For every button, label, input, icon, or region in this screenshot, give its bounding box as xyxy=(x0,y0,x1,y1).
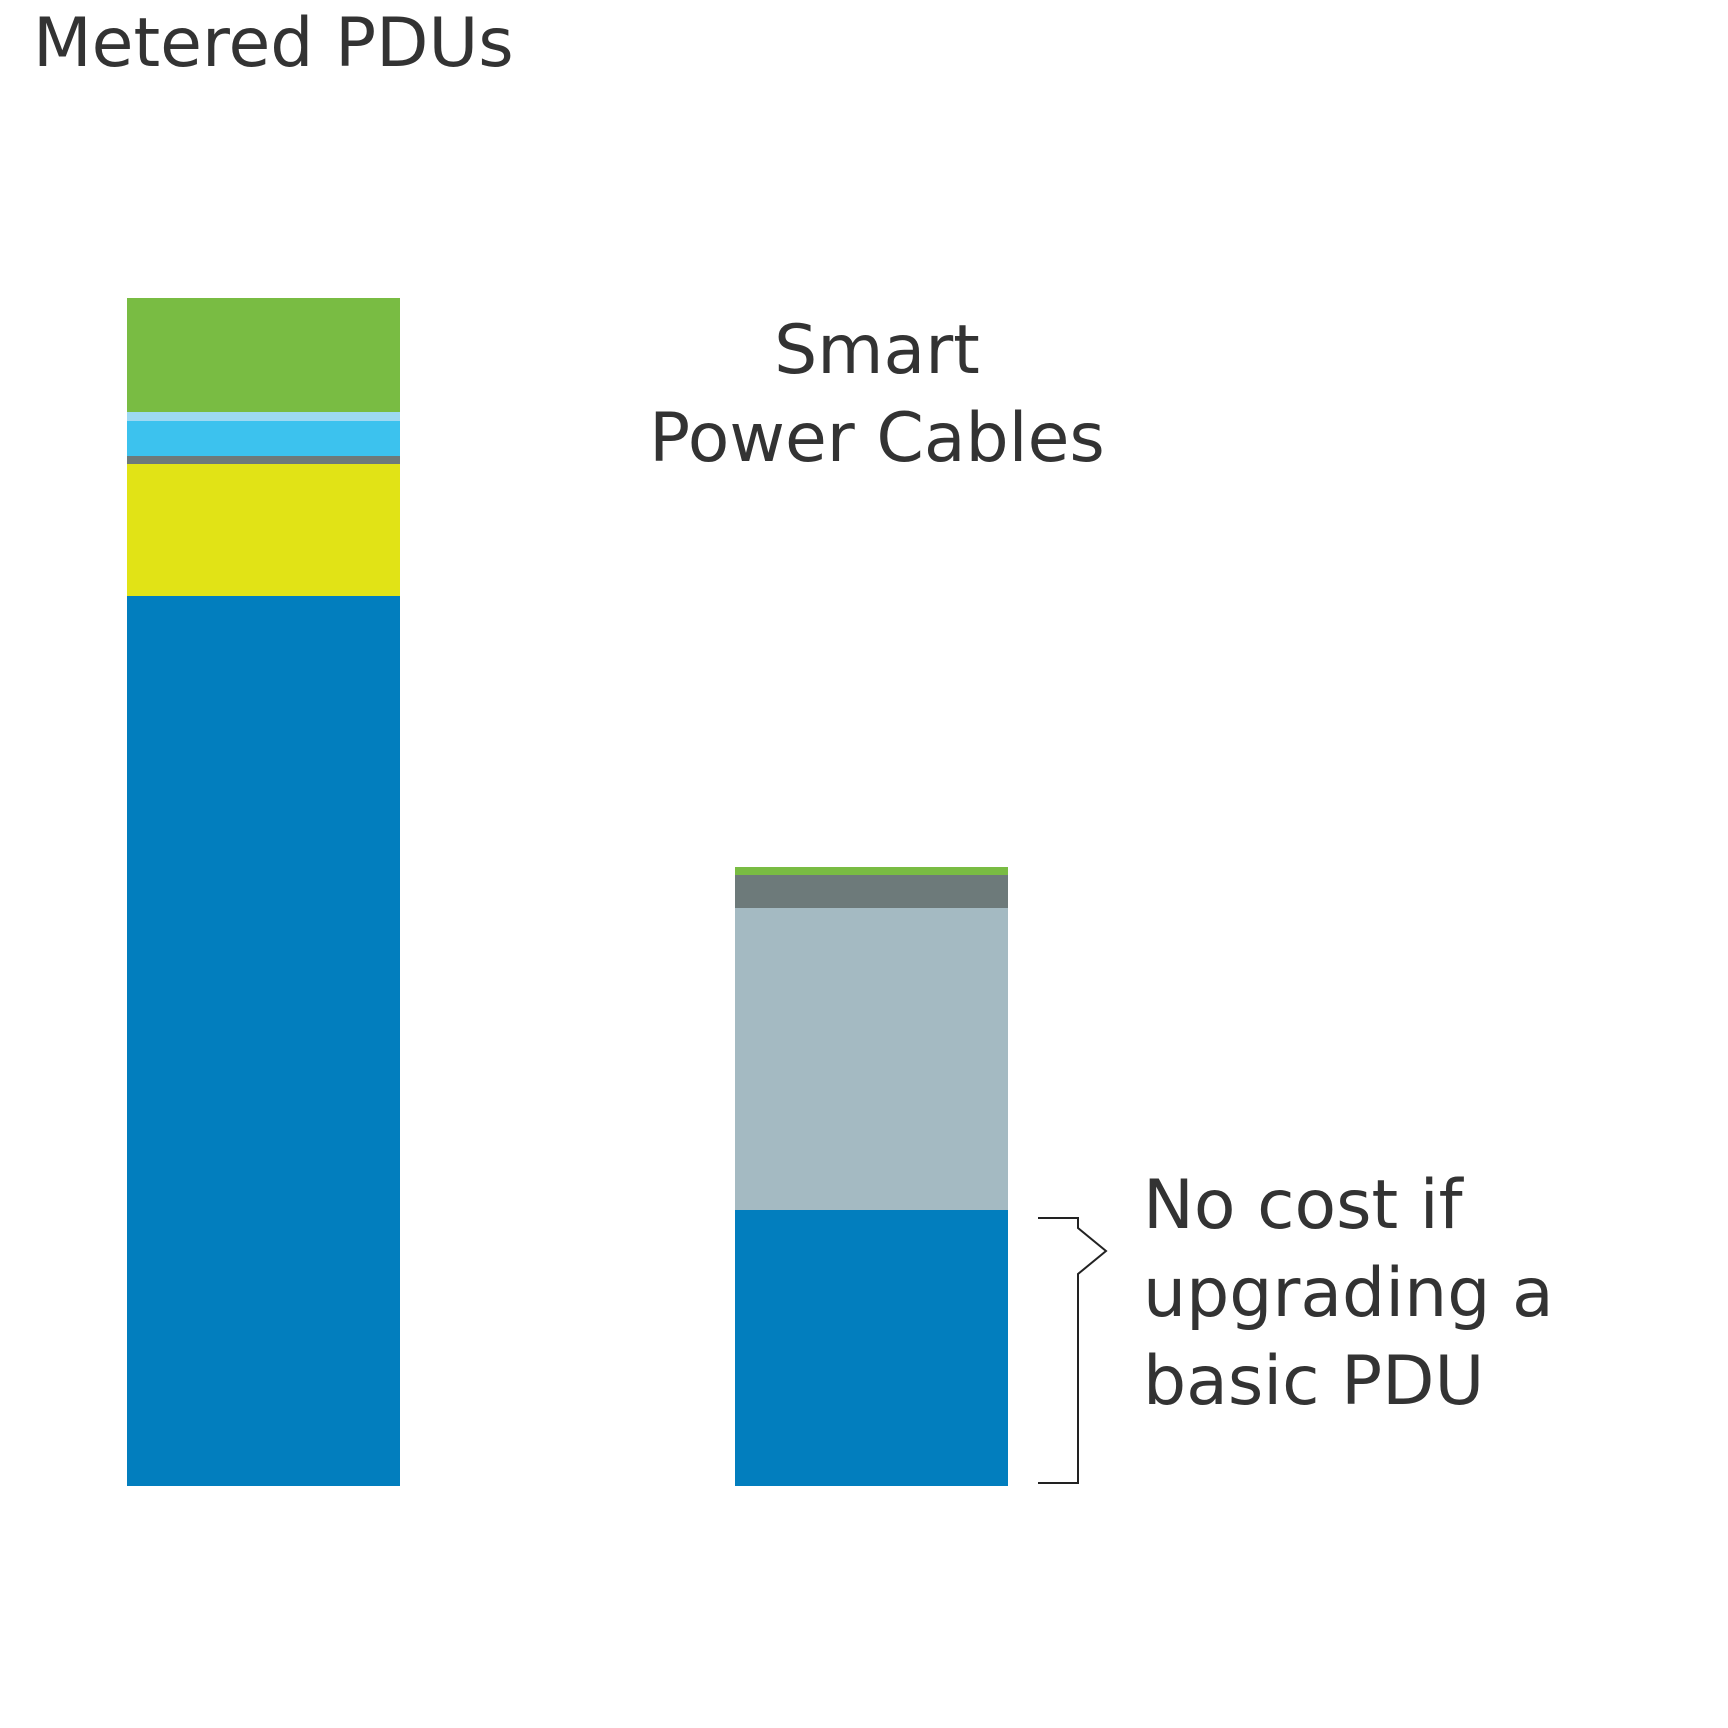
annotation-brace xyxy=(1038,1217,1108,1484)
category-label-metered-pdus: Metered PDUs xyxy=(33,4,514,83)
bar-stack-2 xyxy=(735,867,1008,1486)
bar-segment-2-4 xyxy=(735,867,1008,875)
bar-segment-2-2 xyxy=(735,908,1008,1210)
bar-segment-1-1 xyxy=(127,596,400,1486)
annotation-text-line-2: upgrading a xyxy=(1143,1254,1554,1333)
bar-stack-1 xyxy=(127,298,400,1486)
category-label-smart-power-cables-line-2: Power Cables xyxy=(649,399,1105,478)
category-label-smart-power-cables-line-1: Smart xyxy=(774,311,980,390)
bar-segment-1-6 xyxy=(127,298,400,412)
bar-segment-1-5 xyxy=(127,412,400,421)
annotation-text-line-3: basic PDU xyxy=(1143,1342,1484,1421)
bar-segment-1-2 xyxy=(127,464,400,596)
bar-segment-2-1 xyxy=(735,1210,1008,1486)
bar-segment-1-4 xyxy=(127,421,400,456)
annotation-text-line-1: No cost if xyxy=(1143,1166,1465,1245)
bar-segment-1-3 xyxy=(127,456,400,464)
bar-segment-2-3 xyxy=(735,875,1008,908)
